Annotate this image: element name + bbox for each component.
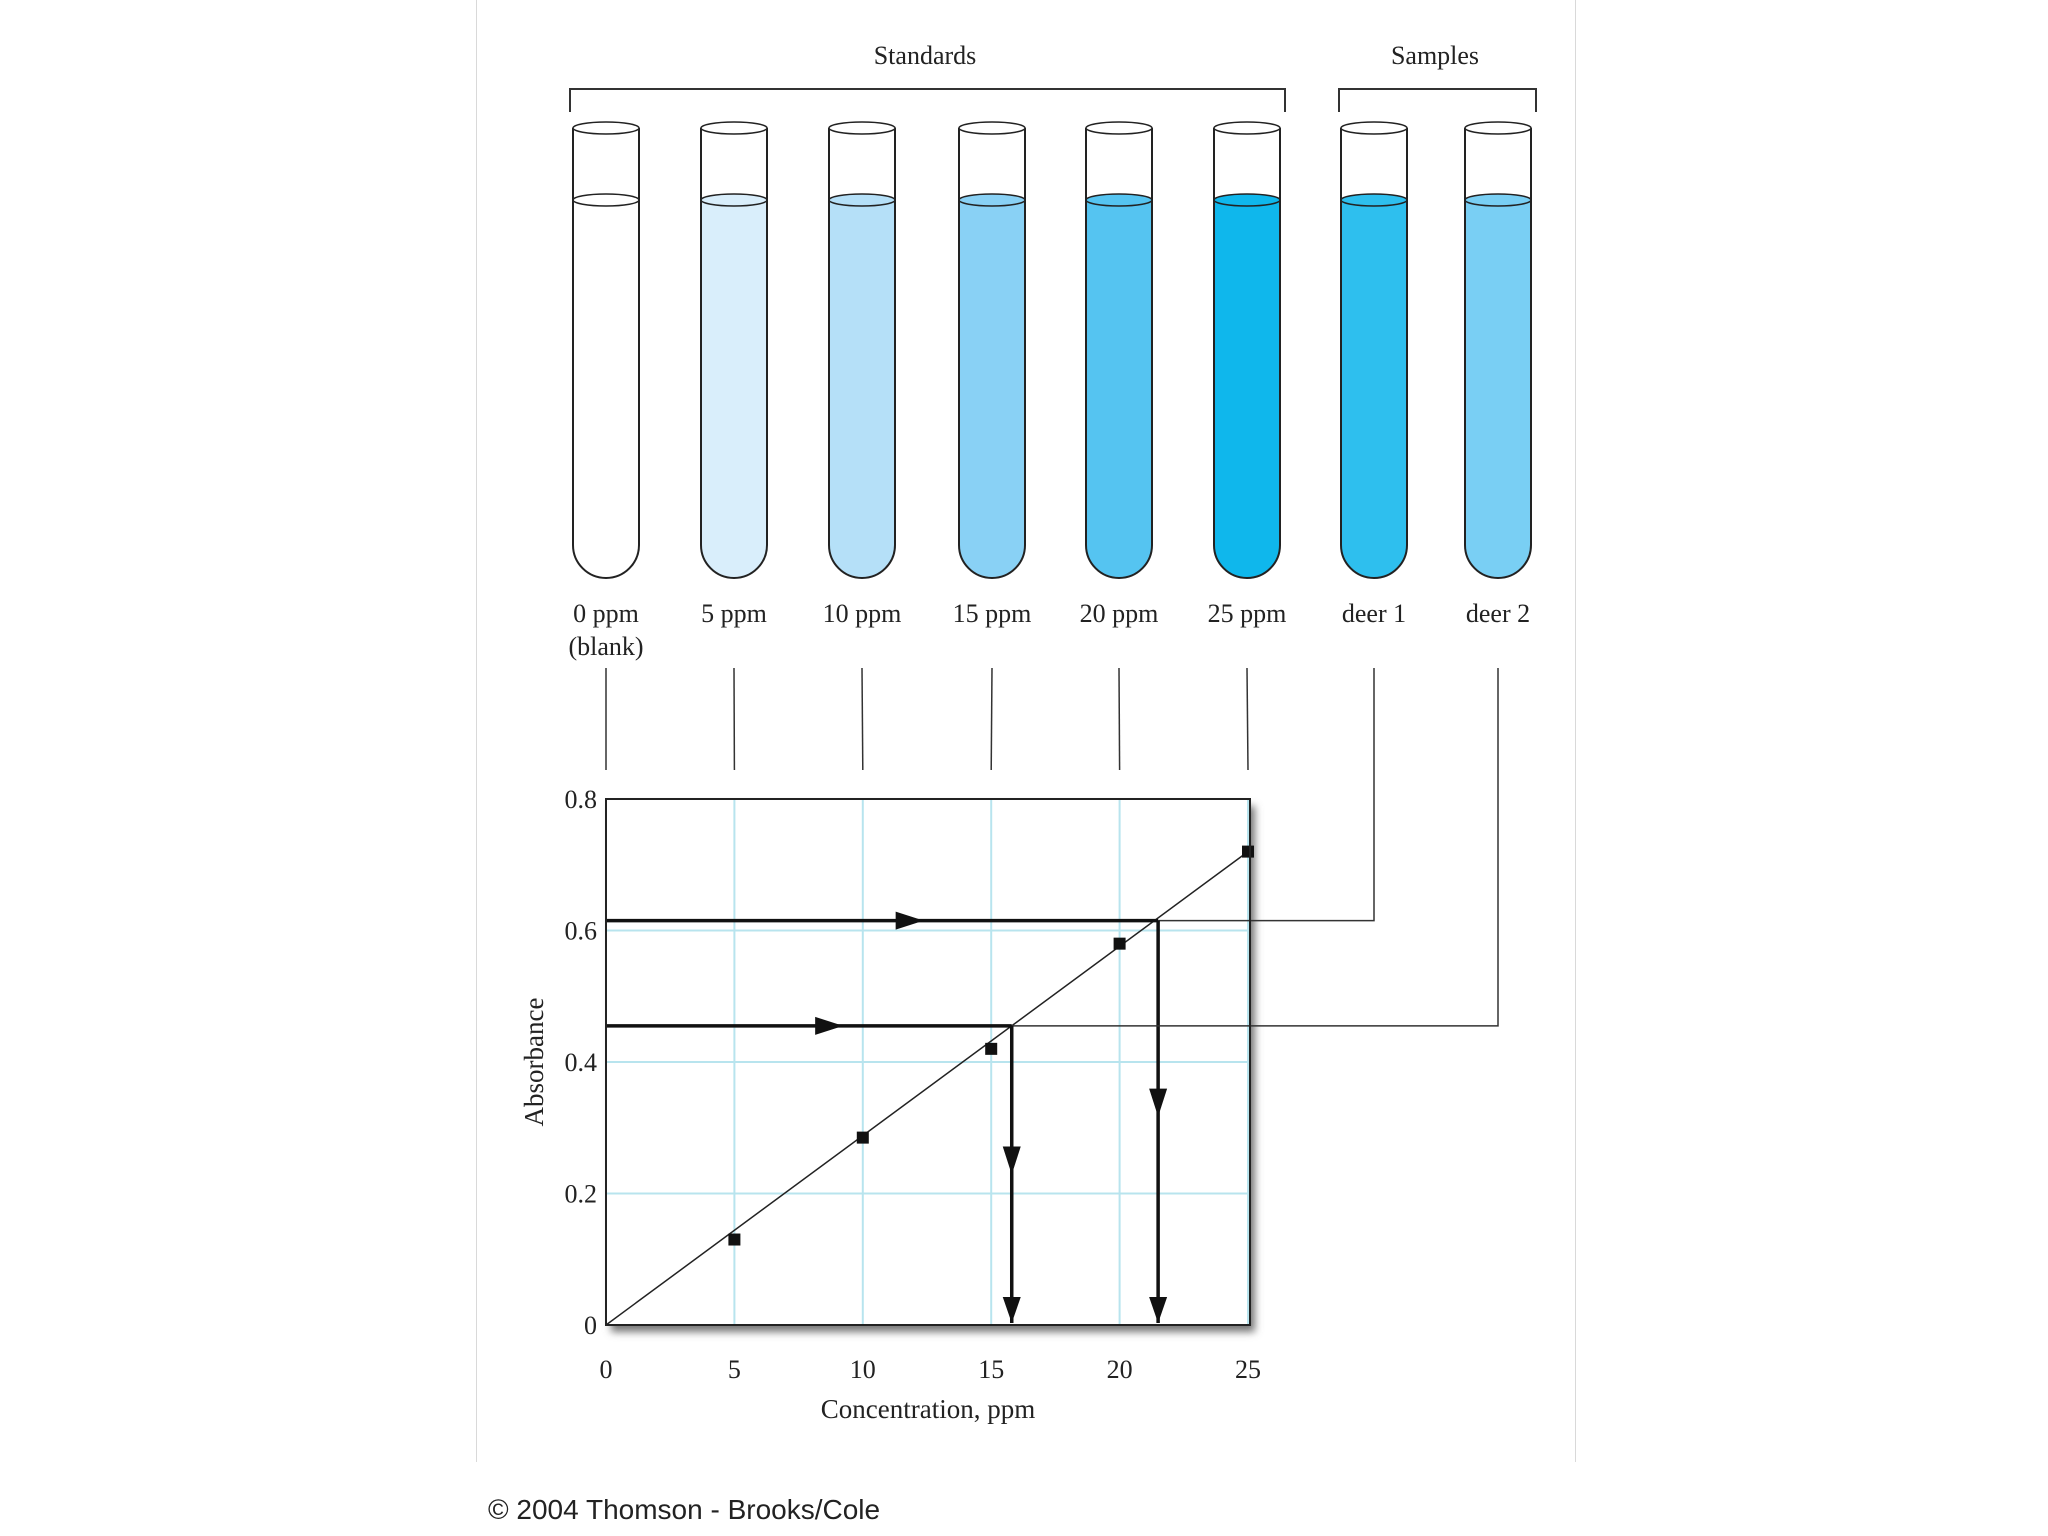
tube-outline [1340, 128, 1408, 579]
test-tube-1: 0 ppm (blank) [568, 121, 644, 661]
standard-connector [1246, 667, 1249, 771]
tube-outline [828, 128, 896, 579]
tube-rim [1085, 121, 1153, 135]
data-point [1242, 845, 1254, 858]
tube-rim [700, 121, 768, 135]
tube-rim [572, 121, 640, 135]
liquid-surface [700, 193, 768, 207]
sample-guides [606, 668, 1499, 1323]
y-tick-label: 0 [584, 1311, 597, 1340]
samples-label: Samples [1391, 41, 1479, 70]
x-axis-label: Concentration, ppm [821, 1394, 1035, 1424]
data-point [1113, 937, 1126, 950]
tube-liquid [573, 200, 639, 578]
liquid-surface [958, 193, 1026, 207]
test-tube-8: deer 2 [1464, 121, 1532, 628]
y-axis-label: Absorbance [519, 998, 549, 1127]
tube-outline [572, 128, 640, 579]
tube-rim [1464, 121, 1532, 135]
copyright-text: © 2004 Thomson - Brooks/Cole [488, 1494, 881, 1525]
direction-arrow [1149, 1297, 1168, 1323]
data-point [985, 1042, 998, 1055]
tube-label: 20 ppm [1080, 599, 1159, 628]
standards-label: Standards [874, 41, 977, 70]
data-point [856, 1131, 869, 1144]
tube-outline [1085, 128, 1153, 579]
tube-label: deer 1 [1342, 599, 1406, 628]
test-tube-2: 5 ppm [700, 121, 768, 628]
direction-arrow [895, 911, 924, 930]
y-tick-label: 0.6 [565, 917, 598, 946]
tube-label: 10 ppm [823, 599, 902, 628]
tube-label: 5 ppm [701, 599, 767, 628]
direction-arrow [1149, 1088, 1168, 1117]
liquid-surface [572, 193, 640, 207]
tube-outline [700, 128, 768, 579]
tube-liquid [959, 200, 1025, 578]
x-tick-label: 0 [600, 1355, 613, 1384]
tube-liquid [1465, 200, 1531, 578]
tube-liquid [1341, 200, 1407, 578]
tube-liquid [1214, 200, 1280, 578]
tube-rim [828, 121, 896, 135]
x-tick-label: 10 [850, 1355, 876, 1384]
tube-rim [1340, 121, 1408, 135]
liquid-surface [1213, 193, 1281, 207]
test-tubes: 0 ppm (blank) 5 ppm 10 ppm 15 ppm 20 ppm 25 pp… [568, 121, 1532, 661]
x-tick-label: 5 [728, 1355, 741, 1384]
standard-connector [861, 667, 864, 771]
x-tick-label: 15 [978, 1355, 1004, 1384]
y-tick-label: 0.4 [565, 1048, 598, 1077]
tube-connectors [605, 667, 1249, 771]
x-tick-label: 25 [1235, 1355, 1261, 1384]
direction-arrow [815, 1016, 844, 1035]
test-tube-6: 25 ppm [1208, 121, 1287, 628]
tube-outline [1213, 128, 1281, 579]
tube-liquid [829, 200, 895, 578]
tube-rim [958, 121, 1026, 135]
direction-arrow [1002, 1297, 1021, 1323]
standard-connector [1118, 667, 1121, 771]
y-tick-label: 0.2 [565, 1180, 598, 1209]
direction-arrow [1002, 1146, 1021, 1175]
tube-sublabel: (blank) [568, 632, 643, 661]
sample-connector [1158, 668, 1375, 922]
tube-liquid [701, 200, 767, 578]
tube-label: 0 ppm [573, 599, 639, 628]
figure-panel: Standards Samples 0 ppm (blank) 5 ppm 10 pp… [476, 0, 1576, 1462]
tube-outline [1464, 128, 1532, 579]
test-tube-7: deer 1 [1340, 121, 1408, 628]
tube-label: 15 ppm [953, 599, 1032, 628]
calibration-line [605, 850, 1249, 1326]
standard-connector [990, 667, 993, 771]
y-axis-ticks: 0 0.2 0.4 0.6 0.8 [565, 785, 598, 1340]
test-tube-4: 15 ppm [953, 121, 1032, 628]
standards-bracket [569, 88, 1286, 112]
test-tube-5: 20 ppm [1080, 121, 1159, 628]
x-tick-label: 20 [1107, 1355, 1133, 1384]
calibration-figure: Standards Samples 0 ppm (blank) 5 ppm 10 pp… [519, 41, 1537, 1424]
liquid-surface [1085, 193, 1153, 207]
tube-outline [958, 128, 1026, 579]
tube-label: 25 ppm [1208, 599, 1287, 628]
samples-bracket [1338, 88, 1537, 112]
plot-frame [605, 798, 1251, 1326]
liquid-surface [1464, 193, 1532, 207]
tube-liquid [1086, 200, 1152, 578]
tube-label: deer 2 [1466, 599, 1530, 628]
tube-rim [1213, 121, 1281, 135]
test-tube-3: 10 ppm [823, 121, 902, 628]
sample-connector [1011, 668, 1499, 1027]
x-axis-ticks: 0 5 10 15 20 25 [600, 1355, 1262, 1384]
data-point [728, 1233, 741, 1246]
liquid-surface [1340, 193, 1408, 207]
y-tick-label: 0.8 [565, 785, 598, 814]
liquid-surface [828, 193, 896, 207]
